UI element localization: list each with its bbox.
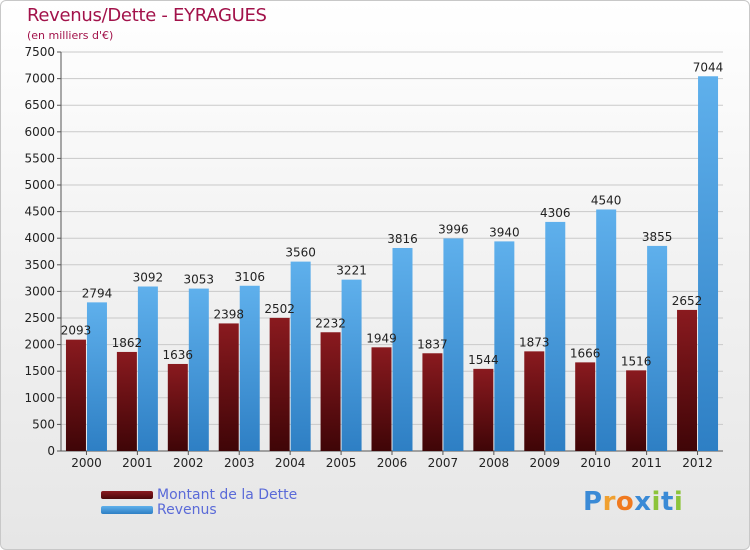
y-tick-label: 6000 bbox=[24, 125, 55, 139]
bar-debt bbox=[65, 339, 86, 451]
x-tick-label: 2002 bbox=[173, 456, 204, 470]
data-label-revenus: 3816 bbox=[387, 232, 418, 246]
bar-revenus bbox=[443, 238, 464, 451]
bar-revenus bbox=[647, 245, 668, 451]
bar-debt bbox=[371, 347, 392, 451]
proxiti-logo: Proxiti bbox=[583, 487, 683, 517]
logo-letter: x bbox=[634, 487, 652, 517]
x-tick-label: 2009 bbox=[529, 456, 560, 470]
bar-revenus bbox=[341, 279, 362, 451]
data-label-revenus: 2794 bbox=[82, 286, 113, 300]
data-label-debt: 1862 bbox=[112, 336, 143, 350]
logo-letter: i bbox=[651, 487, 661, 517]
data-label-revenus: 4540 bbox=[591, 193, 622, 207]
data-label-debt: 1873 bbox=[519, 335, 550, 349]
bar-debt bbox=[626, 370, 647, 451]
data-label-revenus: 3996 bbox=[438, 222, 469, 236]
data-label-revenus: 7044 bbox=[693, 60, 724, 74]
data-label-revenus: 3560 bbox=[285, 246, 316, 260]
y-tick-label: 500 bbox=[32, 417, 55, 431]
bar-revenus bbox=[188, 288, 209, 451]
x-tick-label: 2010 bbox=[580, 456, 611, 470]
x-tick-label: 2000 bbox=[71, 456, 102, 470]
data-label-debt: 2093 bbox=[61, 324, 92, 338]
chart-subtitle: (en milliers d'€) bbox=[27, 29, 114, 42]
bar-revenus bbox=[545, 221, 566, 451]
data-label-debt: 1837 bbox=[417, 337, 448, 351]
legend-label-debt: Montant de la Dette bbox=[157, 487, 298, 503]
data-label-debt: 1666 bbox=[570, 346, 601, 360]
legend-item-revenus: Revenus bbox=[101, 502, 217, 518]
bar-debt bbox=[422, 353, 443, 451]
data-label-debt: 1544 bbox=[468, 353, 499, 367]
y-tick-label: 7500 bbox=[24, 45, 55, 59]
logo-letter: i bbox=[673, 487, 684, 517]
data-label-revenus: 3092 bbox=[133, 271, 164, 285]
y-tick-label: 7000 bbox=[24, 72, 55, 86]
logo-letter: o bbox=[615, 487, 635, 517]
y-tick-label: 2000 bbox=[24, 338, 55, 352]
data-label-debt: 2232 bbox=[315, 316, 346, 330]
x-tick-label: 2011 bbox=[631, 456, 662, 470]
bar-revenus bbox=[596, 209, 617, 451]
bar-debt bbox=[677, 309, 698, 451]
data-label-revenus: 3855 bbox=[642, 230, 673, 244]
bar-debt bbox=[116, 351, 137, 451]
logo-letter: P bbox=[583, 487, 603, 517]
x-tick-label: 2007 bbox=[428, 456, 459, 470]
y-tick-label: 3500 bbox=[24, 258, 55, 272]
data-label-revenus: 3940 bbox=[489, 225, 520, 239]
y-tick-label: 0 bbox=[47, 444, 55, 458]
data-label-debt: 1636 bbox=[163, 348, 194, 362]
legend-label-revenus: Revenus bbox=[157, 502, 217, 518]
y-tick-label: 6500 bbox=[24, 98, 55, 112]
bar-revenus bbox=[698, 76, 719, 451]
x-tick-label: 2012 bbox=[682, 456, 713, 470]
bar-revenus bbox=[494, 241, 515, 451]
bar-debt bbox=[524, 351, 545, 451]
bar-debt bbox=[320, 332, 341, 451]
legend-item-debt: Montant de la Dette bbox=[101, 487, 297, 503]
y-tick-label: 1000 bbox=[24, 391, 55, 405]
x-tick-label: 2006 bbox=[377, 456, 408, 470]
data-label-debt: 2502 bbox=[264, 302, 295, 316]
y-tick-label: 3000 bbox=[24, 284, 55, 298]
bar-revenus bbox=[290, 261, 311, 451]
y-tick-label: 1500 bbox=[24, 364, 55, 378]
x-tick-label: 2008 bbox=[479, 456, 510, 470]
bar-debt bbox=[218, 323, 239, 451]
x-tick-label: 2003 bbox=[224, 456, 255, 470]
y-tick-label: 4500 bbox=[24, 205, 55, 219]
bar-debt bbox=[269, 317, 290, 451]
y-tick-label: 5000 bbox=[24, 178, 55, 192]
data-label-debt: 1516 bbox=[621, 354, 652, 368]
data-label-debt: 2652 bbox=[672, 294, 703, 308]
y-tick-label: 4000 bbox=[24, 231, 55, 245]
data-label-debt: 1949 bbox=[366, 331, 397, 345]
bar-revenus bbox=[239, 285, 260, 451]
bar-revenus bbox=[137, 286, 158, 451]
bar-debt bbox=[473, 368, 494, 451]
data-label-revenus: 3053 bbox=[184, 273, 215, 287]
data-label-revenus: 3106 bbox=[234, 270, 265, 284]
logo-letter: t bbox=[660, 487, 674, 517]
legend-swatch-revenus bbox=[101, 506, 153, 514]
y-tick-label: 5500 bbox=[24, 151, 55, 165]
bar-revenus bbox=[392, 247, 413, 451]
x-tick-label: 2004 bbox=[275, 456, 306, 470]
data-label-debt: 2398 bbox=[213, 307, 244, 321]
logo-letter: r bbox=[602, 487, 616, 517]
data-label-revenus: 4306 bbox=[540, 206, 571, 220]
legend-swatch-debt bbox=[101, 491, 153, 499]
data-label-revenus: 3221 bbox=[336, 264, 367, 278]
chart-title: Revenus/Dette - EYRAGUES bbox=[27, 5, 267, 26]
x-tick-label: 2001 bbox=[122, 456, 153, 470]
bar-debt bbox=[167, 363, 188, 451]
y-tick-label: 2500 bbox=[24, 311, 55, 325]
x-tick-label: 2005 bbox=[326, 456, 357, 470]
bar-debt bbox=[575, 362, 596, 451]
bar-revenus bbox=[86, 302, 107, 451]
